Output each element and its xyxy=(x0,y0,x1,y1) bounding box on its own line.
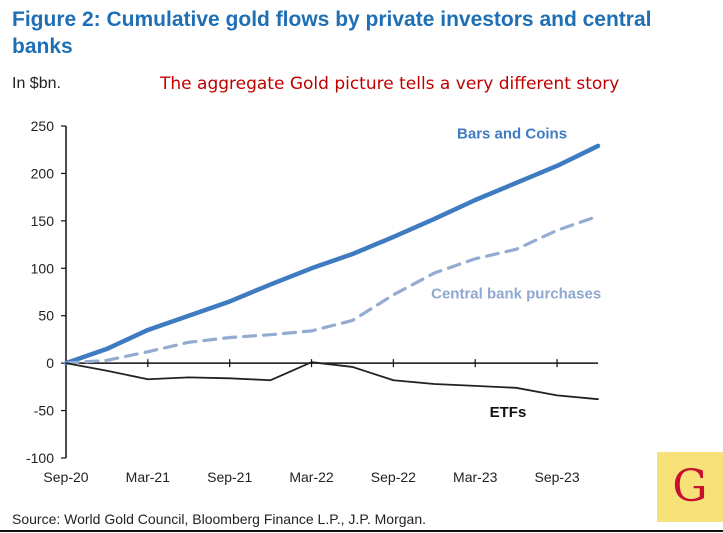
y-tick-label: 150 xyxy=(31,213,55,229)
logo-letter: G xyxy=(672,461,708,512)
series-label: Bars and Coins xyxy=(457,125,567,142)
y-tick-label: -50 xyxy=(34,403,54,419)
x-tick-label: Sep-20 xyxy=(43,469,88,485)
x-tick-label: Mar-23 xyxy=(453,469,498,485)
chart-annotation: The aggregate Gold picture tells a very … xyxy=(160,74,620,94)
x-tick-label: Sep-22 xyxy=(371,469,416,485)
x-tick-label: Sep-23 xyxy=(534,469,579,485)
bottom-divider xyxy=(0,530,723,532)
brand-logo: G xyxy=(657,452,723,522)
line-chart: 250 200 150 100 50 0 -50 -100 Sep-20 Mar-21 Sep-21… xyxy=(26,118,601,485)
series-label: ETFs xyxy=(490,404,527,421)
y-axis-unit-label: In $bn. xyxy=(12,75,61,92)
x-tick-label: Sep-21 xyxy=(207,469,252,485)
x-tick-label: Mar-21 xyxy=(126,469,171,485)
y-tick-label: 0 xyxy=(46,355,54,371)
y-tick-label: 200 xyxy=(31,165,55,181)
x-tick-label: Mar-22 xyxy=(289,469,334,485)
y-tick-label: 100 xyxy=(31,260,55,276)
y-tick-label: 50 xyxy=(38,308,54,324)
series-line-central-bank-purchases xyxy=(64,214,600,365)
y-tick-label: 250 xyxy=(31,118,55,134)
y-tick-label: -100 xyxy=(26,450,54,466)
chart-axes: 250 200 150 100 50 0 -50 -100 Sep-20 Mar-21 Sep-21… xyxy=(26,118,598,485)
series-line-bars-and-coins xyxy=(63,143,601,366)
series-label: Central bank purchases xyxy=(431,286,601,303)
series-line-etfs xyxy=(65,361,599,401)
chart-title: Figure 2: Cumulative gold flows by priva… xyxy=(12,8,652,58)
source-note: Source: World Gold Council, Bloomberg Fi… xyxy=(12,511,426,527)
chart-series-labels: Bars and Coins Central bank purchases ETFs xyxy=(431,125,601,421)
chart-series xyxy=(63,143,601,401)
